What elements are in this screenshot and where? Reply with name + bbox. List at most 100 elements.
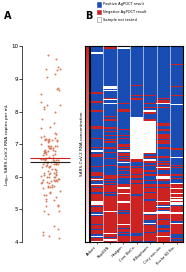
Point [42, 150, 45, 155]
Point [58, 67, 61, 71]
Point [44, 152, 47, 156]
Point [44, 198, 47, 203]
Point [42, 153, 45, 157]
Point [54, 168, 57, 173]
Point [44, 150, 47, 154]
Point [50, 146, 53, 150]
Point [54, 132, 57, 136]
Point [46, 212, 49, 216]
Point [58, 236, 61, 240]
Point [43, 160, 46, 164]
Point [42, 177, 45, 182]
Point [39, 91, 42, 96]
Point [41, 165, 44, 170]
Point [53, 162, 56, 166]
Point [46, 161, 49, 166]
Point [52, 178, 55, 183]
Point [41, 157, 44, 161]
Point [54, 162, 57, 166]
Point [47, 53, 50, 57]
Point [50, 137, 53, 142]
Point [48, 146, 51, 150]
Text: Negative AgPOCT result: Negative AgPOCT result [103, 10, 146, 14]
Point [50, 144, 53, 148]
Point [39, 100, 42, 104]
Point [53, 120, 56, 125]
Point [49, 179, 52, 183]
Point [41, 162, 44, 166]
Point [55, 172, 58, 176]
Point [44, 137, 47, 142]
Point [52, 197, 55, 202]
Point [46, 75, 49, 79]
Point [56, 86, 59, 91]
Point [55, 173, 58, 177]
Point [56, 86, 59, 90]
Point [50, 185, 53, 190]
Point [55, 68, 58, 72]
Point [54, 158, 57, 162]
Point [53, 144, 56, 148]
Point [46, 144, 49, 148]
Point [55, 138, 58, 142]
Point [56, 177, 59, 181]
Point [44, 136, 46, 141]
Point [47, 139, 50, 144]
Point [51, 183, 54, 187]
Point [53, 171, 56, 175]
Point [54, 169, 57, 174]
Point [52, 156, 55, 160]
Point [56, 157, 59, 162]
Point [48, 146, 51, 151]
Point [46, 169, 49, 173]
Point [40, 142, 43, 147]
Point [49, 189, 52, 194]
Point [48, 144, 51, 148]
Point [51, 157, 54, 162]
Point [54, 195, 57, 199]
Point [55, 144, 58, 149]
Point [41, 180, 44, 184]
Point [41, 233, 44, 237]
Point [54, 110, 57, 114]
Point [54, 175, 57, 180]
Point [44, 157, 46, 162]
Point [40, 157, 43, 161]
Point [47, 185, 50, 189]
Point [54, 136, 57, 140]
Point [42, 107, 45, 112]
Point [43, 156, 46, 161]
Point [53, 159, 56, 163]
Point [44, 164, 47, 169]
Point [44, 157, 46, 162]
Point [47, 155, 50, 159]
Point [50, 160, 53, 165]
Point [44, 137, 47, 141]
Point [54, 179, 57, 183]
Point [47, 172, 50, 176]
Point [57, 162, 60, 166]
Text: A: A [4, 11, 11, 21]
Point [54, 57, 57, 61]
Point [56, 204, 59, 208]
Point [58, 189, 61, 194]
Point [48, 171, 51, 175]
Point [52, 146, 55, 150]
Point [43, 156, 46, 161]
Point [48, 125, 51, 129]
Point [46, 138, 49, 143]
Point [53, 167, 56, 171]
Point [47, 165, 50, 169]
Point [46, 140, 49, 144]
Point [48, 185, 51, 189]
Point [48, 137, 51, 142]
Point [43, 173, 46, 178]
Point [43, 149, 46, 154]
Point [42, 186, 45, 190]
Point [45, 162, 48, 167]
Point [54, 152, 57, 156]
Text: Sample not tested: Sample not tested [103, 18, 137, 21]
Point [42, 209, 45, 214]
Point [41, 117, 44, 121]
Point [52, 224, 55, 228]
